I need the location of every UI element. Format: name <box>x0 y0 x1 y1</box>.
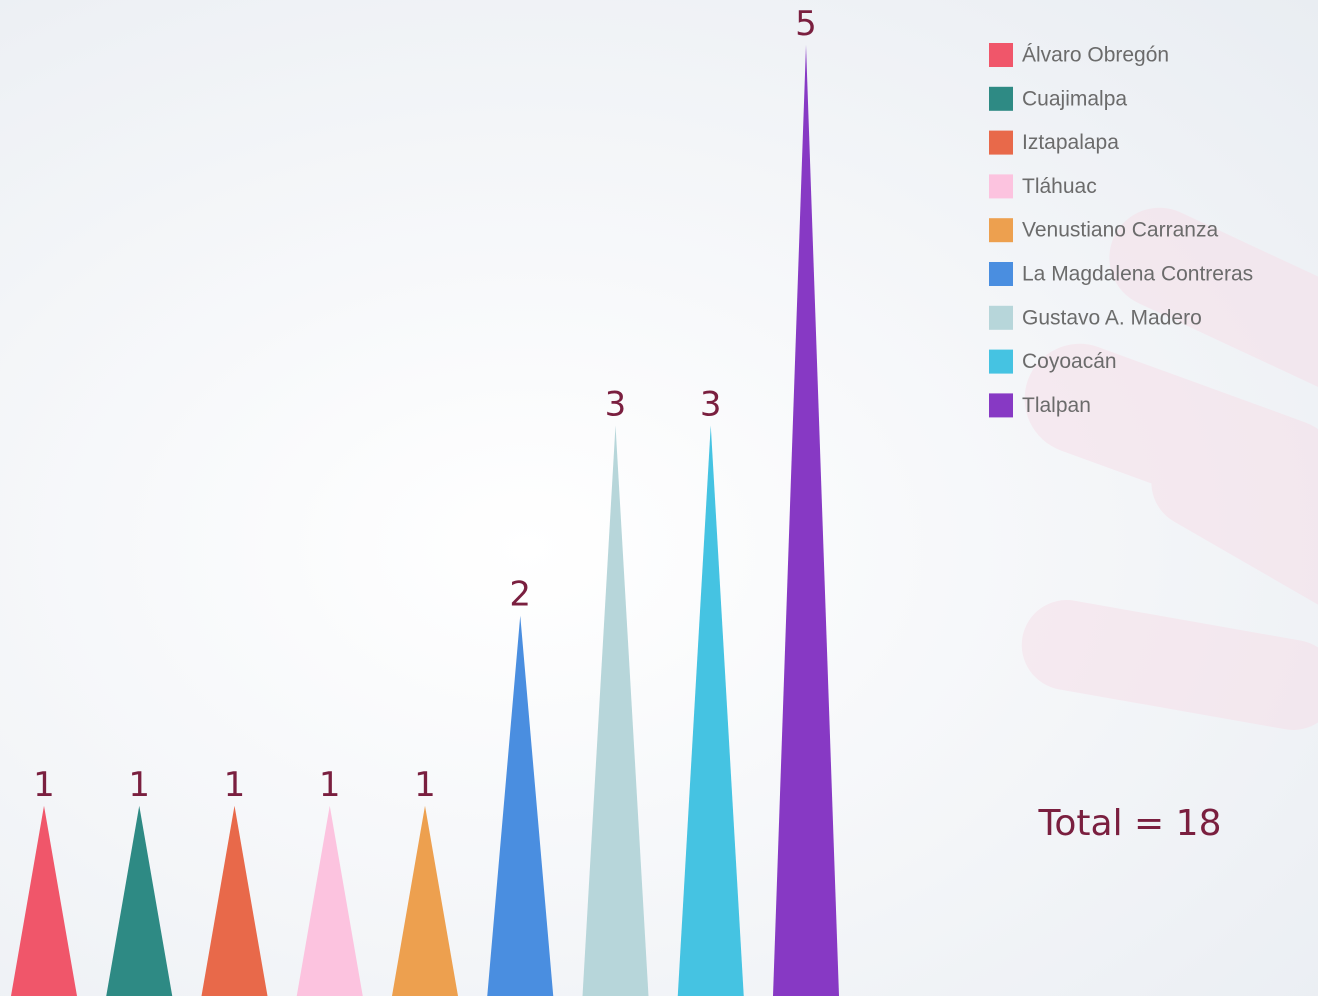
spike-bar <box>487 615 554 996</box>
value-label: 5 <box>795 4 817 44</box>
value-label: 3 <box>700 384 722 424</box>
spike-bar <box>106 805 173 996</box>
spike-bar <box>582 425 649 996</box>
decor <box>1024 343 1318 530</box>
background-decoration <box>1021 207 1318 730</box>
legend-label: Tlalpan <box>1022 394 1091 417</box>
legend-swatch <box>989 305 1013 330</box>
decor <box>1021 600 1318 730</box>
decor <box>1151 437 1318 613</box>
value-label: 1 <box>224 765 246 805</box>
legend-swatch <box>989 218 1013 243</box>
spike-bar <box>201 805 268 996</box>
legend-label: Cuajimalpa <box>1022 87 1127 110</box>
spike-bar <box>296 805 363 996</box>
spike-bar <box>773 45 839 996</box>
value-label: 1 <box>319 765 341 805</box>
total-annotation: Total = 18 <box>1038 803 1222 844</box>
spike-bar <box>392 805 458 996</box>
legend-swatch <box>989 130 1013 155</box>
legend-swatch <box>989 86 1013 111</box>
value-label: 1 <box>128 765 150 805</box>
legend-label: Coyoacán <box>1022 350 1117 373</box>
value-label: 3 <box>605 384 627 424</box>
legend-label: Iztapalapa <box>1022 131 1119 154</box>
value-label: 1 <box>414 765 436 805</box>
legend-swatch <box>989 174 1013 199</box>
value-label: 2 <box>509 575 531 615</box>
decor <box>1109 207 1318 393</box>
legend-swatch <box>989 262 1013 286</box>
legend-swatch <box>989 393 1013 418</box>
legend-swatch <box>989 43 1013 67</box>
legend-label: Tláhuac <box>1022 175 1097 198</box>
legend-label: Gustavo A. Madero <box>1022 306 1202 329</box>
legend-label: Álvaro Obregón <box>1022 44 1169 67</box>
legend-label: Venustiano Carranza <box>1022 219 1218 242</box>
legend-swatch <box>989 349 1013 374</box>
value-label: 1 <box>33 765 55 805</box>
spike-bar <box>677 425 744 996</box>
spike-bar <box>11 805 77 996</box>
legend-label: La Magdalena Contreras <box>1022 263 1253 286</box>
